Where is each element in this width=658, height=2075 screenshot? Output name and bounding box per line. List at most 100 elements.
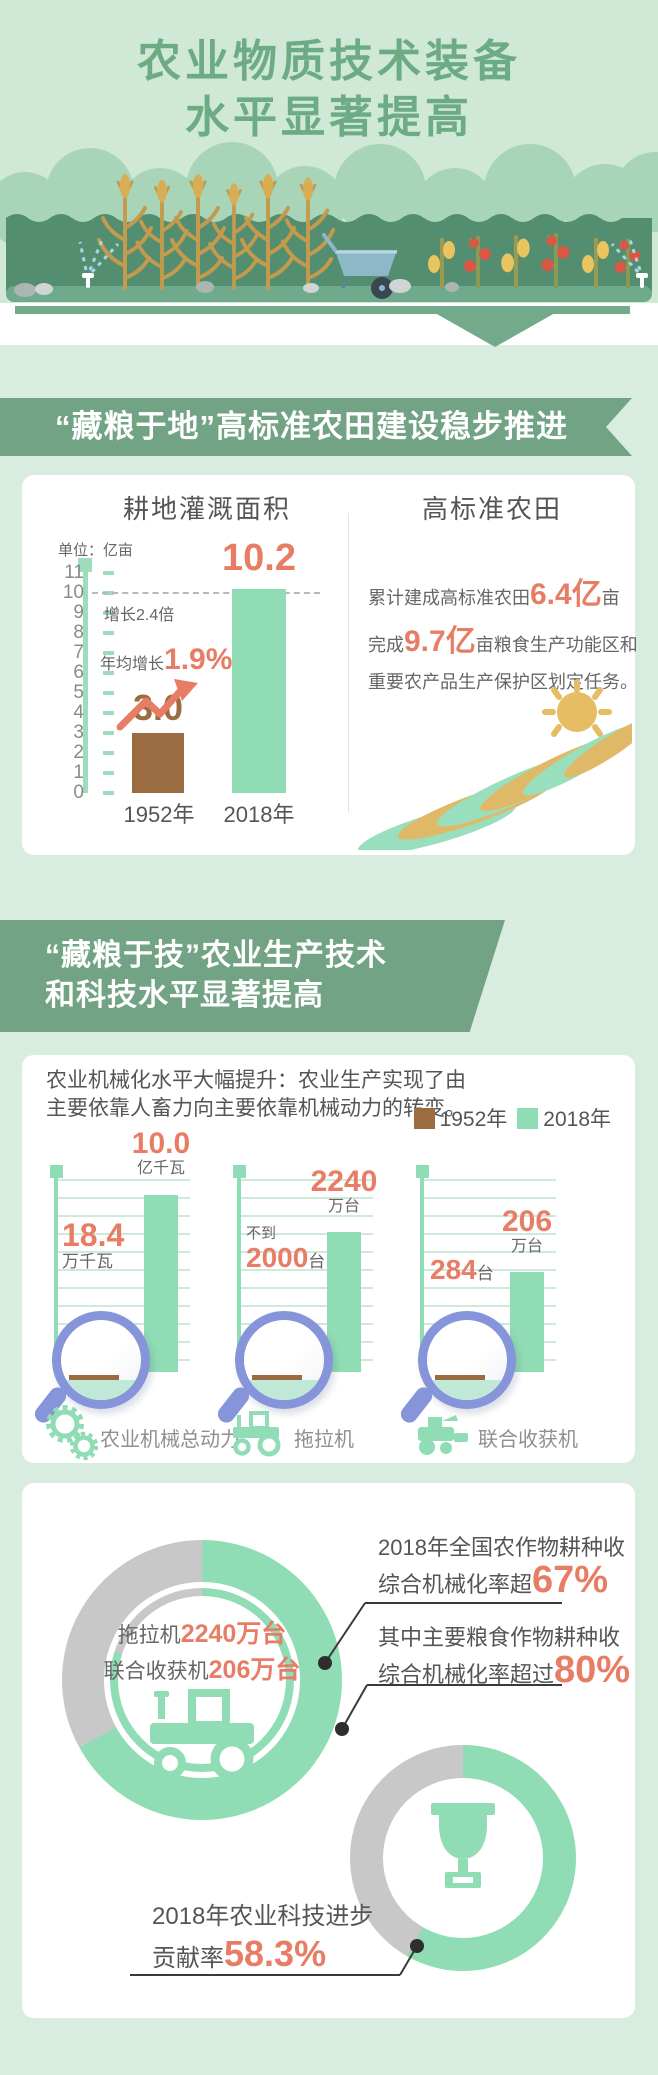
y-tick-label: 3 xyxy=(73,722,84,743)
farmland-rows-illustration xyxy=(358,680,632,850)
callout-583-line2: 贡献率 58.3% xyxy=(152,1933,373,1975)
page-title: 农业物质技术装备 水平显著提高 xyxy=(0,34,658,146)
callout-583-prefix: 贡献率 xyxy=(152,1945,224,1972)
y-tick: 7 xyxy=(40,642,114,663)
y-tick: 4 xyxy=(40,702,114,723)
farmland-line2-prefix: 完成 xyxy=(368,635,404,655)
magnifier-ground xyxy=(61,1380,141,1400)
machinery-intro-line2: 主要依靠人畜力向主要依靠机械动力的转变。 xyxy=(46,1097,466,1120)
y-tick-label: 1 xyxy=(73,762,84,783)
old-value-harvester: 284 台 xyxy=(430,1255,494,1285)
magnifier-tiny-bar xyxy=(69,1375,119,1380)
annual-growth-label: 年均增长 xyxy=(100,656,165,673)
magnifier-ground xyxy=(427,1380,507,1400)
y-tick: 9 xyxy=(40,602,114,623)
section-tech-banner: “藏粮于技”农业生产技术 和科技水平显著提高 xyxy=(0,920,505,1032)
callout-67-line2: 综合机械化率超 67% xyxy=(378,1561,625,1600)
farmland-text: 累计建成高标准农田6.4亿亩 完成9.7亿亩粮食生产功能区和 重要农产品生产保护… xyxy=(368,573,640,697)
new-unit: 亿千瓦 xyxy=(136,1160,185,1177)
section-land-banner: “藏粮于地”高标准农田建设稳步推进 xyxy=(0,398,632,456)
magnifier-tiny-bar xyxy=(435,1375,485,1380)
y-tick-mark xyxy=(103,631,114,635)
mechanization-card: 拖拉机2240万台 联合收获机206万台 2018年全国农作物耕种收 综合机械化… xyxy=(22,1483,635,2018)
machinery-intro-line1: 农业机械化水平大幅提升：农业生产实现了由 xyxy=(46,1069,466,1092)
x-label-2018: 2018年 xyxy=(223,802,295,827)
sun-icon xyxy=(542,680,612,737)
magnifier-icon xyxy=(418,1311,516,1409)
annual-growth-value: 1.9% xyxy=(164,643,233,676)
magnifier-tiny-bar xyxy=(252,1375,302,1380)
irrigation-unit-label: 单位：亿亩 xyxy=(58,542,134,559)
machine-label-harvester: 联合收获机 xyxy=(478,1429,578,1451)
farmland-line2-suffix: 亩粮食生产功能区和 xyxy=(475,635,638,655)
rocks-icon xyxy=(14,279,459,297)
farmland-line2-value: 9.7亿 xyxy=(404,625,476,658)
y-tick-label: 4 xyxy=(73,702,84,723)
y-tick-label: 11 xyxy=(64,562,84,583)
irrigation-y-axis-ticks: 11 10 9 8 7 6 5 4 3 2 1 0 xyxy=(40,562,114,803)
old-unit: 台 xyxy=(308,1252,326,1271)
farmland-line1-value: 6.4亿 xyxy=(530,578,602,611)
donut1-center-text: 拖拉机2240万台 联合收获机206万台 xyxy=(82,1618,322,1690)
donut1-line2: 联合收获机206万台 xyxy=(82,1654,322,1690)
down-arrow-icon xyxy=(435,313,555,347)
tech-banner-line2: 和科技水平显著提高 xyxy=(45,979,324,1012)
mini-bar-2018 xyxy=(144,1195,178,1372)
harvester-icon xyxy=(418,1415,468,1455)
donut1-line1-value: 2240万台 xyxy=(180,1620,287,1648)
y-tick-mark xyxy=(103,611,114,615)
y-tick-mark xyxy=(103,711,114,715)
farmland-title: 高标准农田 xyxy=(421,494,562,524)
tractor-icon xyxy=(233,1411,281,1457)
page-title-line2: 水平显著提高 xyxy=(185,93,473,142)
bar-2018-value: 10.2 xyxy=(222,537,296,579)
y-tick-label: 5 xyxy=(73,682,84,703)
old-unit: 万千瓦 xyxy=(62,1252,113,1271)
donut1-line2-value: 206万台 xyxy=(208,1656,301,1684)
old-value: 18.4 xyxy=(62,1217,125,1253)
mini-axis-line xyxy=(237,1172,241,1372)
y-tick: 2 xyxy=(40,742,114,763)
sprinkler-icon xyxy=(78,239,648,288)
y-tick-label: 2 xyxy=(73,742,84,763)
new-unit: 万台 xyxy=(327,1198,360,1215)
old-value: 2000 xyxy=(246,1242,309,1273)
farmland-line3: 重要农产品生产保护区划定任务。 xyxy=(368,672,638,692)
new-unit: 万台 xyxy=(510,1238,543,1255)
y-tick: 3 xyxy=(40,722,114,743)
y-tick-mark xyxy=(103,731,114,735)
gears-icon xyxy=(46,1405,98,1461)
bar-2018 xyxy=(232,589,286,793)
callout-80-prefix: 综合机械化率超过 xyxy=(378,1662,555,1687)
machinery-intro: 农业机械化水平大幅提升：农业生产实现了由 主要依靠人畜力向主要依靠机械动力的转变… xyxy=(46,1067,466,1123)
irrigation-chart-title: 耕地灌溉面积 xyxy=(122,494,291,524)
y-tick-label: 7 xyxy=(73,642,84,663)
trophy-icon xyxy=(431,1803,495,1888)
tractor-icon xyxy=(150,1689,254,1781)
y-tick: 8 xyxy=(40,623,114,643)
field-ground xyxy=(6,214,652,302)
donut1-line1-label: 拖拉机 xyxy=(117,1624,181,1647)
farmland-line1: 累计建成高标准农田6.4亿亩 xyxy=(368,573,640,620)
legend-swatch-1952 xyxy=(413,1107,435,1129)
reference-dashed-line xyxy=(92,592,320,594)
legend-item-2018: 2018年 xyxy=(517,1103,611,1133)
magnifier-icon xyxy=(52,1311,150,1409)
legend-label-1952: 1952年 xyxy=(439,1108,508,1131)
callout-67-prefix: 综合机械化率超 xyxy=(378,1572,533,1597)
wheelbarrow-icon xyxy=(322,233,397,299)
callout-583-value: 58.3% xyxy=(224,1933,327,1974)
new-value: 2240 xyxy=(310,1165,378,1198)
land-card: 耕地灌溉面积 单位：亿亩 11 10 9 8 7 6 5 4 3 2 1 0 3.0 10.2 增长2… xyxy=(22,475,638,855)
y-tick-mark xyxy=(103,751,114,755)
growth-note: 增长2.4倍 xyxy=(104,607,175,624)
tech-banner-line1: “藏粮于技”农业生产技术 xyxy=(45,939,387,972)
donut1-line1: 拖拉机2240万台 xyxy=(82,1618,322,1654)
y-tick-mark xyxy=(103,571,114,575)
y-tick-mark xyxy=(103,651,114,655)
y-tick-label: 9 xyxy=(73,602,84,623)
callout-80-line1: 其中主要粮食作物耕种收 xyxy=(378,1625,621,1650)
y-tick: 11 xyxy=(40,562,114,583)
magnifier-icon xyxy=(235,1311,333,1409)
old-value-tractor: 不到 2000 台 xyxy=(246,1225,325,1273)
